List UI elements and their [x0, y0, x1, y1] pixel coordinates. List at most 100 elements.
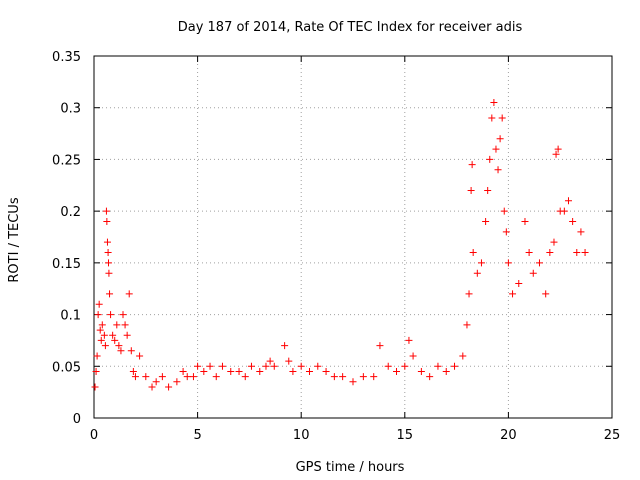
data-point	[322, 367, 330, 375]
data-point	[359, 373, 367, 381]
data-point	[569, 217, 577, 225]
data-point	[107, 311, 115, 319]
y-tick-label: 0.35	[52, 50, 81, 65]
data-point	[349, 378, 357, 386]
data-point	[129, 367, 137, 375]
data-point	[109, 331, 117, 339]
data-point	[515, 280, 523, 288]
data-point	[97, 336, 105, 344]
data-point	[577, 228, 585, 236]
data-point	[235, 367, 243, 375]
data-point	[289, 367, 297, 375]
data-point	[113, 321, 121, 329]
data-point	[115, 342, 123, 350]
y-tick-label: 0.25	[52, 153, 81, 168]
data-point	[106, 290, 114, 298]
y-tick-label: 0.2	[60, 205, 81, 220]
data-point	[247, 362, 255, 370]
data-point	[542, 290, 550, 298]
data-point	[498, 114, 506, 122]
data-point	[482, 217, 490, 225]
chart-title: Day 187 of 2014, Rate Of TEC Index for r…	[178, 20, 523, 35]
data-point	[550, 238, 558, 246]
data-point	[117, 347, 125, 355]
data-point	[256, 367, 264, 375]
data-point	[434, 362, 442, 370]
data-point	[564, 197, 572, 205]
data-point	[451, 362, 459, 370]
data-point	[227, 367, 235, 375]
data-point	[546, 249, 554, 257]
data-point	[266, 357, 274, 365]
data-point	[100, 331, 108, 339]
y-axis-label: ROTI / TECUs	[7, 197, 22, 282]
data-point	[105, 269, 113, 277]
data-point	[463, 321, 471, 329]
y-tick-label: 0	[73, 412, 81, 427]
axes: 0 5 10 15 20 25 0 0.05 0.1 0.15 0.2 0.25 0.3 0.35	[52, 50, 620, 443]
data-point	[469, 249, 477, 257]
data-point	[121, 321, 129, 329]
data-point	[502, 228, 510, 236]
data-points	[91, 99, 589, 391]
data-point	[119, 311, 127, 319]
data-point	[384, 362, 392, 370]
data-point	[581, 249, 589, 257]
data-point	[500, 207, 508, 215]
data-point	[496, 135, 504, 143]
y-tick-label: 0.05	[52, 360, 81, 375]
data-point	[104, 249, 112, 257]
data-point	[504, 259, 512, 267]
y-tick-label: 0.1	[60, 309, 81, 324]
data-point	[488, 114, 496, 122]
data-point	[189, 373, 197, 381]
data-point	[525, 249, 533, 257]
data-point	[426, 373, 434, 381]
data-point	[409, 352, 417, 360]
data-point	[554, 145, 562, 153]
data-point	[473, 269, 481, 277]
data-point	[330, 373, 338, 381]
x-tick-label: 20	[500, 428, 517, 443]
data-point	[285, 357, 293, 365]
data-point	[401, 362, 409, 370]
data-point	[535, 259, 543, 267]
data-point	[297, 362, 305, 370]
x-tick-label: 25	[604, 428, 621, 443]
data-point	[212, 373, 220, 381]
grid	[94, 56, 612, 418]
data-point	[270, 362, 278, 370]
data-point	[484, 186, 492, 194]
data-point	[529, 269, 537, 277]
data-point	[206, 362, 214, 370]
data-point	[105, 259, 113, 267]
data-point	[218, 362, 226, 370]
data-point	[465, 290, 473, 298]
data-point	[393, 367, 401, 375]
data-point	[92, 367, 100, 375]
data-point	[101, 342, 109, 350]
data-point	[573, 249, 581, 257]
data-point	[560, 207, 568, 215]
data-point	[123, 331, 131, 339]
data-point	[467, 186, 475, 194]
data-point	[442, 367, 450, 375]
data-point	[98, 321, 106, 329]
x-tick-label: 15	[397, 428, 414, 443]
data-point	[96, 326, 104, 334]
x-tick-label: 5	[193, 428, 201, 443]
data-point	[183, 373, 191, 381]
data-point	[459, 352, 467, 360]
data-point	[94, 311, 102, 319]
data-point	[490, 99, 498, 107]
data-point	[194, 362, 202, 370]
data-point	[468, 161, 476, 169]
data-point	[552, 150, 560, 158]
data-point	[521, 217, 529, 225]
data-point	[509, 290, 517, 298]
data-point	[165, 383, 173, 391]
data-point	[486, 155, 494, 163]
data-point	[370, 373, 378, 381]
data-point	[152, 378, 160, 386]
